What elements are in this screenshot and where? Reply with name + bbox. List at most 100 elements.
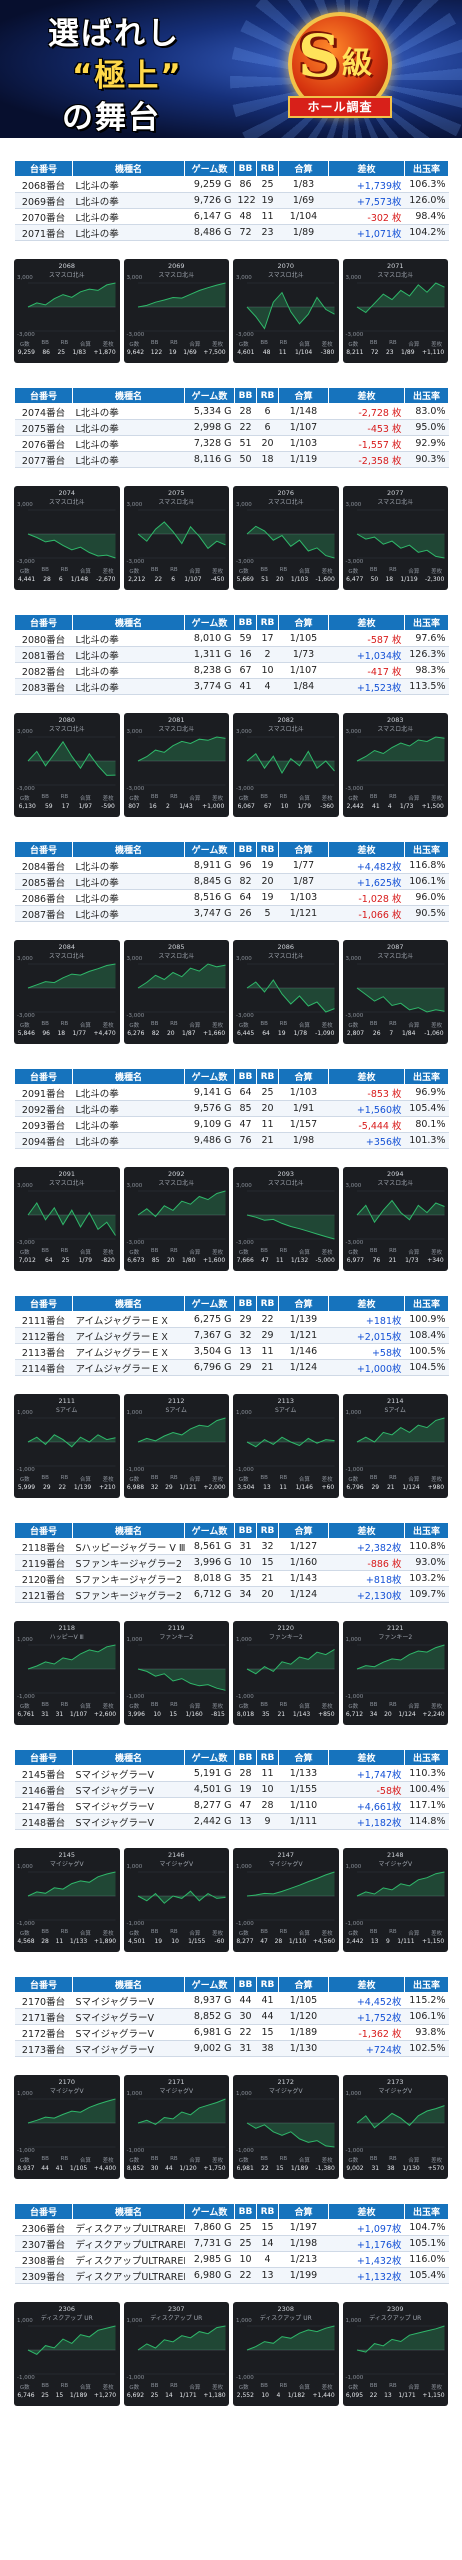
slump-graph-panel[interactable]: 2119 ファンキー2 1,000 -1,000 G数 BB RB 合算 差枚 3,996 10 15…: [123, 1621, 229, 1725]
table-row[interactable]: 2146番台 SマイジャグラーV 4,501 G 19 10 1/155 -58枚 100.4…: [14, 1781, 449, 1798]
slump-graph-panel[interactable]: 2172 マイジャグV 1,000 -1,000 G数 BB RB 合算 差枚 6,981 22 15…: [233, 2075, 339, 2179]
slump-graph-panel[interactable]: 2171 マイジャグV 1,000 -1,000 G数 BB RB 合算 差枚 8,852 30 44…: [123, 2075, 229, 2179]
table-row[interactable]: 2086番台 L北斗の拳 8,516 G 64 19 1/103 -1,028 枚 96.0%: [14, 889, 449, 906]
slump-graph-panel[interactable]: 2308 ディスクアップ UR 1,000 -1,000 G数 BB RB 合算 差枚 2,552…: [233, 2302, 339, 2406]
table-row[interactable]: 2148番台 SマイジャグラーV 2,442 G 13 9 1/111 +1,182枚 114…: [14, 1813, 449, 1830]
game-count-cell: 7,860 G: [184, 2219, 235, 2236]
table-row[interactable]: 2075番台 L北斗の拳 2,998 G 22 6 1/107 -453 枚 95.0%: [14, 419, 449, 436]
slump-graph-panel[interactable]: 2080 スマスロ北斗 3,000 -3,000 G数 BB RB 合算 差枚 6,130 59 17…: [14, 713, 120, 817]
slump-graph-panel[interactable]: 2082 スマスロ北斗 3,000 -3,000 G数 BB RB 合算 差枚 6,067 67 10…: [233, 713, 339, 817]
table-row[interactable]: 2307番台ディスクアップULTRAREMIX7,731 G25141/198+…: [14, 2235, 449, 2252]
slump-graph-panel[interactable]: 2069 スマスロ北斗 3,000 -3,000 G数 BB RB 合算 差枚 9,642 122 1…: [123, 259, 229, 363]
slump-graph-panel[interactable]: 2173 マイジャグV 1,000 -1,000 G数 BB RB 合算 差枚 9,002 31 38…: [342, 2075, 448, 2179]
slump-graph-panel[interactable]: 2170 マイジャグV 1,000 -1,000 G数 BB RB 合算 差枚 8,937 44 41…: [14, 2075, 120, 2179]
slump-graph-panel[interactable]: 2081 スマスロ北斗 3,000 -3,000 G数 BB RB 合算 差枚 807 16 2 1/4…: [123, 713, 229, 817]
graph-stat-value: 2,552: [236, 2392, 254, 2399]
table-row[interactable]: 2077番台 L北斗の拳 8,116 G 50 18 1/119 -2,358 枚 90.3%: [14, 451, 449, 468]
table-row[interactable]: 2071番台 L北斗の拳 8,486 G 72 23 1/89 +1,071枚 104.2%: [14, 224, 449, 241]
table-row[interactable]: 2091番台 L北斗の拳 9,141 G 64 25 1/103 -853 枚 96.9%: [14, 1084, 449, 1101]
graph-stat-header: 差枚: [212, 1704, 224, 1710]
table-row[interactable]: 2306番台ディスクアップULTRAREMIX7,860 G25151/197+…: [14, 2219, 449, 2236]
table-row[interactable]: 2069番台 L北斗の拳 9,726 G 122 19 1/69 +7,573枚 126.0%: [14, 192, 449, 209]
rb-count-cell: 10: [256, 1781, 279, 1798]
table-row[interactable]: 2076番台 L北斗の拳 7,328 G 51 20 1/103 -1,557 枚 92.9%: [14, 435, 449, 452]
slump-graph-panel[interactable]: 2083 スマスロ北斗 3,000 -3,000 G数 BB RB 合算 差枚 2,442 41 4 1…: [342, 713, 448, 817]
table-row[interactable]: 2092番台 L北斗の拳 9,576 G 85 20 1/91 +1,560枚 105.4%: [14, 1100, 449, 1117]
table-row[interactable]: 2068番台 L北斗の拳 9,259 G 86 25 1/83 +1,739枚 106.3%: [14, 176, 449, 193]
table-row[interactable]: 2080番台 L北斗の拳 8,010 G 59 17 1/105 -587 枚 97.6%: [14, 630, 449, 647]
slump-graph-panel[interactable]: 2071 スマスロ北斗 3,000 -3,000 G数 BB RB 合算 差枚 8,211 72 23…: [342, 259, 448, 363]
table-row[interactable]: 2084番台 L北斗の拳 8,911 G 96 19 1/77 +4,482枚 116.8%: [14, 857, 449, 874]
graph-machine-name: スマスロ北斗: [48, 953, 85, 960]
table-row[interactable]: 2119番台 Sファンキージャグラー2 3,996 G 10 15 1/160 -886 枚…: [14, 1554, 449, 1571]
table-row[interactable]: 2118番台 Sハッピージャグラー V Ⅲ 8,561 G 31 32 1/127 +2,3…: [14, 1538, 449, 1555]
slump-graph-panel[interactable]: 2113 Sアイム 1,000 -1,000 G数 BB RB 合算 差枚 3,504 13 11 1/…: [233, 1394, 339, 1498]
banner-title-line3: の舞台: [62, 100, 161, 136]
table-row[interactable]: 2308番台ディスクアップULTRAREMIX2,985 G1041/213+1…: [14, 2251, 449, 2268]
slump-graph-panel[interactable]: 2114 Sアイム 1,000 -1,000 G数 BB RB 合算 差枚 6,796 29 21 1/…: [342, 1394, 448, 1498]
table-row[interactable]: 2113番台 アイムジャグラーＥＸ 3,504 G 13 11 1/146 +58枚 100.…: [14, 1343, 449, 1360]
graph-stat-header: RB: [60, 1702, 69, 1708]
slump-graph-panel[interactable]: 2068 スマスロ北斗 3,000 -3,000 G数 BB RB 合算 差枚 9,259 86 25…: [14, 259, 120, 363]
table-row[interactable]: 2120番台 Sファンキージャグラー2 8,018 G 35 21 1/143 +818枚 1…: [14, 1570, 449, 1587]
table-row[interactable]: 2171番台 SマイジャグラーV 8,852 G 30 44 1/120 +1,752枚 10…: [14, 2008, 449, 2025]
graph-stat-header: BB: [150, 1248, 159, 1254]
slump-graph-panel[interactable]: 2121 ファンキー2 1,000 -1,000 G数 BB RB 合算 差枚 6,712 34 20…: [342, 1621, 448, 1725]
table-row[interactable]: 2085番台 L北斗の拳 8,845 G 82 20 1/87 +1,625枚 106.1%: [14, 873, 449, 890]
slump-graph-panel[interactable]: 2086 スマスロ北斗 3,000 -3,000 G数 BB RB 合算 差枚 6,445 64 19…: [233, 940, 339, 1044]
slump-graph-panel[interactable]: 2094 スマスロ北斗 3,000 -3,000 G数 BB RB 合算 差枚 6,977 76 21…: [342, 1167, 448, 1271]
table-row[interactable]: 2114番台 アイムジャグラーＥＸ 6,796 G 29 21 1/124 +1,000枚 1…: [14, 1359, 449, 1376]
slump-graph-panel[interactable]: 2307 ディスクアップ UR 1,000 -1,000 G数 BB RB 合算 差枚 6,692…: [123, 2302, 229, 2406]
graph-stat-header: RB: [389, 1929, 397, 1935]
table-row[interactable]: 2094番台 L北斗の拳 9,486 G 76 21 1/98 +356枚 101.3%: [14, 1132, 449, 1149]
table-row[interactable]: 2147番台 SマイジャグラーV 8,277 G 47 28 1/110 +4,661枚 11…: [14, 1797, 449, 1814]
graph-stat-header: G数: [348, 1931, 359, 1937]
table-row[interactable]: 2081番台 L北斗の拳 1,311 G 16 2 1/73 +1,034枚 126.3%: [14, 646, 449, 663]
slump-graph-panel[interactable]: 2145 マイジャグV 1,000 -1,000 G数 BB RB 合算 差枚 4,568 28 11…: [14, 1848, 120, 1952]
graph-stat-value: 1/143: [292, 1711, 311, 1718]
table-row[interactable]: 2087番台 L北斗の拳 3,747 G 26 5 1/121 -1,066 枚 90.5%: [14, 905, 449, 922]
slump-graph-panel[interactable]: 2075 スマスロ北斗 3,000 -3,000 G数 BB RB 合算 差枚 2,212 22 6 1…: [123, 486, 229, 590]
table-row[interactable]: 2170番台 SマイジャグラーV 8,937 G 44 41 1/105 +4,452枚 11…: [14, 1992, 449, 2009]
table-row[interactable]: 2093番台 L北斗の拳 9,109 G 47 11 1/157 -5,444 枚 80.1%: [14, 1116, 449, 1133]
table-row[interactable]: 2112番台 アイムジャグラーＥＸ 7,367 G 32 29 1/121 +2,015枚 1…: [14, 1327, 449, 1344]
table-row[interactable]: 2173番台 SマイジャグラーV 9,002 G 31 38 1/130 +724枚 102.…: [14, 2040, 449, 2057]
slump-graph-panel[interactable]: 2070 スマスロ北斗 3,000 -3,000 G数 BB RB 合算 差枚 4,601 48 11…: [233, 259, 339, 363]
graph-stat-header: 合算: [189, 1023, 201, 1029]
slump-graph-panel[interactable]: 2076 スマスロ北斗 3,000 -3,000 G数 BB RB 合算 差枚 5,669 51 20…: [233, 486, 339, 590]
slump-graph-panel[interactable]: 2074 スマスロ北斗 3,000 -3,000 G数 BB RB 合算 差枚 4,441 28 6 1…: [14, 486, 120, 590]
table-row[interactable]: 2309番台ディスクアップULTRAREMIX6,980 G22131/199+…: [14, 2267, 449, 2284]
table-row[interactable]: 2082番台 L北斗の拳 8,238 G 67 10 1/107 -417 枚 98.3%: [14, 662, 449, 679]
graph-machine-number: 2071: [386, 262, 404, 270]
table-row[interactable]: 2121番台 Sファンキージャグラー2 6,712 G 34 20 1/124 +2,130…: [14, 1586, 449, 1603]
slump-graph-panel[interactable]: 2085 スマスロ北斗 3,000 -3,000 G数 BB RB 合算 差枚 6,276 82 20…: [123, 940, 229, 1044]
graph-stat-header: RB: [389, 794, 397, 800]
graph-stat-value: 31: [371, 2165, 380, 2172]
table-row[interactable]: 2074番台 L北斗の拳 5,334 G 28 6 1/148 -2,728 枚 83.0%: [14, 403, 449, 420]
slump-graph-panel[interactable]: 2148 マイジャグV 1,000 -1,000 G数 BB RB 合算 差枚 2,442 13 9 1…: [342, 1848, 448, 1952]
slump-graph-panel[interactable]: 2120 ファンキー2 1,000 -1,000 G数 BB RB 合算 差枚 8,018 35 21…: [233, 1621, 339, 1725]
slump-graph-panel[interactable]: 2111 Sアイム 1,000 -1,000 G数 BB RB 合算 差枚 5,999 29 22 1/…: [14, 1394, 120, 1498]
slump-graph-panel[interactable]: 2093 スマスロ北斗 3,000 -3,000 G数 BB RB 合算 差枚 7,666 47 11…: [233, 1167, 339, 1271]
column-header: 出玉率: [404, 614, 449, 631]
slump-graph-panel[interactable]: 2112 Sアイム 1,000 -1,000 G数 BB RB 合算 差枚 6,988 32 29 1/…: [123, 1394, 229, 1498]
slump-graph-panel[interactable]: 2087 スマスロ北斗 3,000 -3,000 G数 BB RB 合算 差枚 2,807 26 7 1…: [342, 940, 448, 1044]
table-row[interactable]: 2111番台 アイムジャグラーＥＸ 6,275 G 29 22 1/139 +181枚 100…: [14, 1311, 449, 1328]
graph-stat-value: 1/107: [69, 1711, 88, 1718]
rb-count-cell: 6: [256, 403, 279, 420]
slump-graph-panel[interactable]: 2077 スマスロ北斗 3,000 -3,000 G数 BB RB 合算 差枚 6,477 50 18…: [342, 486, 448, 590]
table-row[interactable]: 2145番台 SマイジャグラーV 5,191 G 28 11 1/133 +1,747枚 11…: [14, 1765, 449, 1782]
slump-graph-panel[interactable]: 2084 スマスロ北斗 3,000 -3,000 G数 BB RB 合算 差枚 5,846 96 18…: [14, 940, 120, 1044]
slump-graph-panel[interactable]: 2146 マイジャグV 1,000 -1,000 G数 BB RB 合算 差枚 4,501 19 10…: [123, 1848, 229, 1952]
slump-graph-panel[interactable]: 2147 マイジャグV 1,000 -1,000 G数 BB RB 合算 差枚 8,277 47 28…: [233, 1848, 339, 1952]
graph-stat-header: 合算: [298, 1931, 310, 1937]
slump-graph-panel[interactable]: 2092 スマスロ北斗 3,000 -3,000 G数 BB RB 合算 差枚 6,673 85 20…: [123, 1167, 229, 1271]
slump-graph-panel[interactable]: 2118 ハッピーV Ⅲ 1,000 -1,000 G数 BB RB 合算 差枚 6,761 31 3…: [14, 1621, 120, 1725]
game-count-cell: 9,109 G: [184, 1116, 235, 1133]
table-row[interactable]: 2070番台 L北斗の拳 6,147 G 48 11 1/104 -302 枚 98.4%: [14, 208, 449, 225]
slump-graph-panel[interactable]: 2309 ディスクアップ UR 1,000 -1,000 G数 BB RB 合算 差枚 6,095…: [342, 2302, 448, 2406]
slump-graph-panel[interactable]: 2091 スマスロ北斗 3,000 -3,000 G数 BB RB 合算 差枚 7,012 64 25…: [14, 1167, 120, 1271]
slump-graph-panel[interactable]: 2306 ディスクアップ UR 1,000 -1,000 G数 BB RB 合算 差枚 6,746…: [14, 2302, 120, 2406]
table-row[interactable]: 2083番台 L北斗の拳 3,774 G 41 4 1/84 +1,523枚 113.5%: [14, 678, 449, 695]
